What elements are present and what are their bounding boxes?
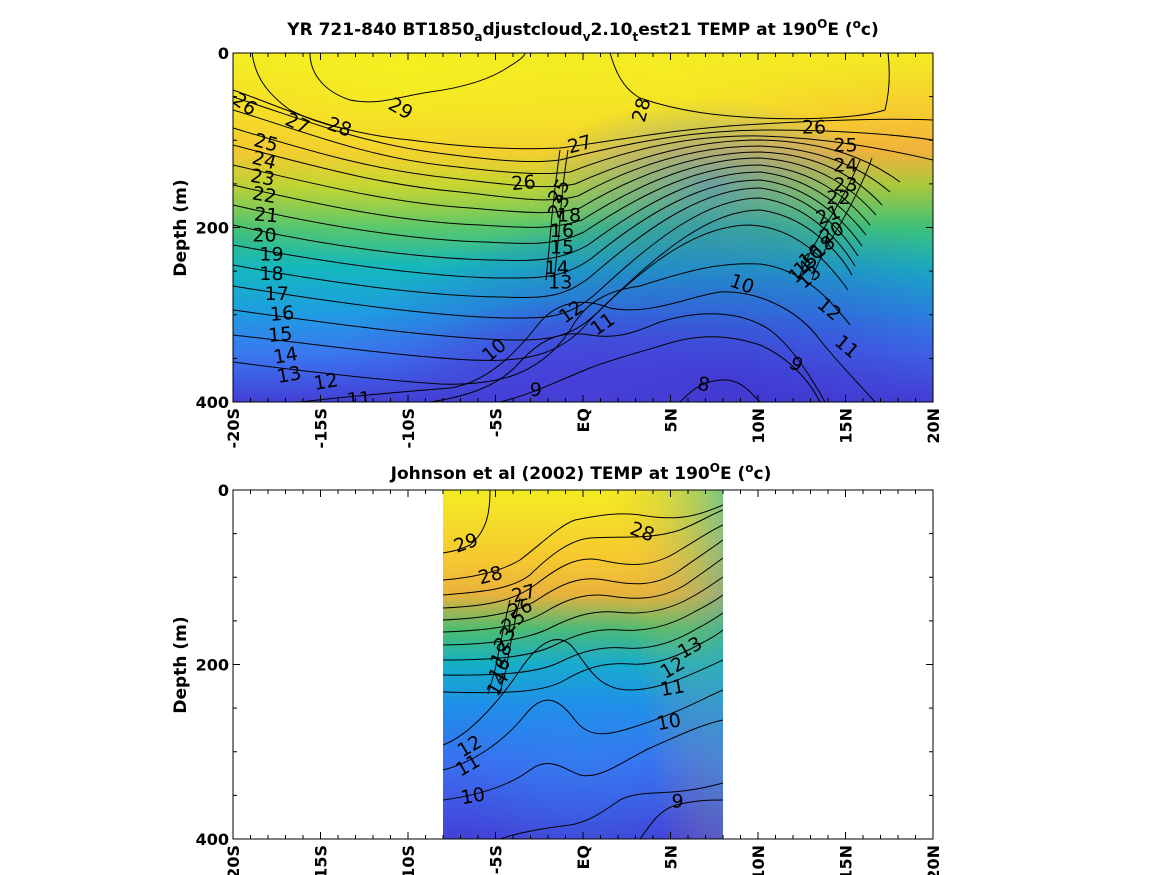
top-contour-label: 14 <box>272 343 300 369</box>
top-contour-label: 22 <box>826 187 850 209</box>
bottom-contour-lines <box>443 490 723 839</box>
bottom-x-tick-label: 20N <box>924 845 943 875</box>
top-contour-label: 16 <box>269 302 295 326</box>
top-contour-label: 13 <box>548 272 572 294</box>
bottom-x-tick-label: 5N <box>662 845 681 870</box>
bottom-x-tick-label: 15N <box>837 845 856 875</box>
bottom-x-tick-label: -15S <box>312 845 331 875</box>
top-contour-label: 12 <box>312 369 340 395</box>
top-y-tick-label: 0 <box>218 44 229 63</box>
bottom-x-tick-label: -10S <box>399 845 418 875</box>
top-contour-label: 19 <box>259 244 283 266</box>
top-heatmap-deep-cold-eq <box>233 53 933 402</box>
top-x-tick-label: -10S <box>399 408 418 448</box>
top-contour-label: 26 <box>802 116 826 138</box>
top-contour-label: 17 <box>265 283 289 305</box>
bottom-y-ticks: 0 200 400 <box>196 481 229 849</box>
top-contour-label: 24 <box>833 155 857 177</box>
top-x-tick-label: 10N <box>749 408 768 444</box>
top-contour-label: 16 <box>550 220 574 242</box>
top-y-tick-label: 200 <box>196 219 229 238</box>
top-contour-label: 21 <box>253 203 279 227</box>
bottom-heatmap-cool-core <box>443 490 723 839</box>
top-contour-label: 18 <box>259 263 283 285</box>
bottom-panel: Johnson et al (2002) TEMP at 190OE (oc) <box>171 461 943 875</box>
top-contour-label: 15 <box>267 323 293 347</box>
top-contour-label: 18 <box>557 204 581 226</box>
top-contour-label: 9 <box>530 379 542 401</box>
top-y-ticks: 0 200 400 <box>196 44 229 412</box>
top-contour-label: 25 <box>833 135 857 157</box>
top-y-tick-label: 400 <box>196 393 229 412</box>
bottom-title: Johnson et al (2002) TEMP at 190OE (oc) <box>390 461 772 484</box>
top-contour-label: 23 <box>833 174 857 196</box>
top-contour-label: 8 <box>696 373 712 397</box>
top-minor-ticks <box>232 52 934 403</box>
top-contour-label: 13 <box>275 362 303 388</box>
bottom-x-tick-label: -5S <box>487 845 506 874</box>
top-contour-label: 23 <box>249 165 277 191</box>
bottom-contour-label: 9 <box>671 791 683 813</box>
top-x-tick-label: -5S <box>487 408 506 437</box>
bottom-contour-label: 10 <box>655 709 683 735</box>
top-contour-label: 26 <box>511 171 537 195</box>
top-contour-label: 14 <box>545 257 569 279</box>
top-y-axis-label: Depth (m) <box>171 179 191 276</box>
top-contour-label: 20 <box>252 224 276 246</box>
top-x-tick-label: -20S <box>224 408 243 448</box>
bottom-x-tick-label: 10N <box>749 845 768 875</box>
bottom-x-ticks: -20S -15S -10S -5S EQ 5N 10N 15N 20N <box>224 845 943 875</box>
top-contour-label: 15 <box>550 237 574 259</box>
top-x-tick-label: EQ <box>574 408 593 433</box>
bottom-x-tick-label: -20S <box>224 845 243 875</box>
bottom-minor-ticks <box>232 489 934 840</box>
top-x-tick-label: -15S <box>312 408 331 448</box>
top-panel: YR 721-840 BT1850adjustcloudv2.10test21 … <box>171 17 943 448</box>
bottom-contour-label: 10 <box>459 783 487 809</box>
top-x-tick-label: 5N <box>662 408 681 433</box>
top-x-tick-label: 15N <box>837 408 856 444</box>
bottom-x-tick-label: EQ <box>574 845 593 870</box>
bottom-y-tick-label: 0 <box>218 481 229 500</box>
top-x-ticks: -20S -15S -10S -5S EQ 5N 10N 15N 20N <box>224 408 943 448</box>
bottom-contour-label: 11 <box>659 675 687 701</box>
top-contour-label: 22 <box>251 182 279 208</box>
top-x-tick-label: 20N <box>924 408 943 444</box>
bottom-y-axis-label: Depth (m) <box>171 616 191 713</box>
top-contour-lines <box>233 53 933 402</box>
top-contour-label: 11 <box>346 387 372 411</box>
bottom-y-tick-label: 200 <box>196 656 229 675</box>
bottom-y-tick-label: 400 <box>196 830 229 849</box>
top-title: YR 721-840 BT1850adjustcloudv2.10test21 … <box>286 17 878 44</box>
